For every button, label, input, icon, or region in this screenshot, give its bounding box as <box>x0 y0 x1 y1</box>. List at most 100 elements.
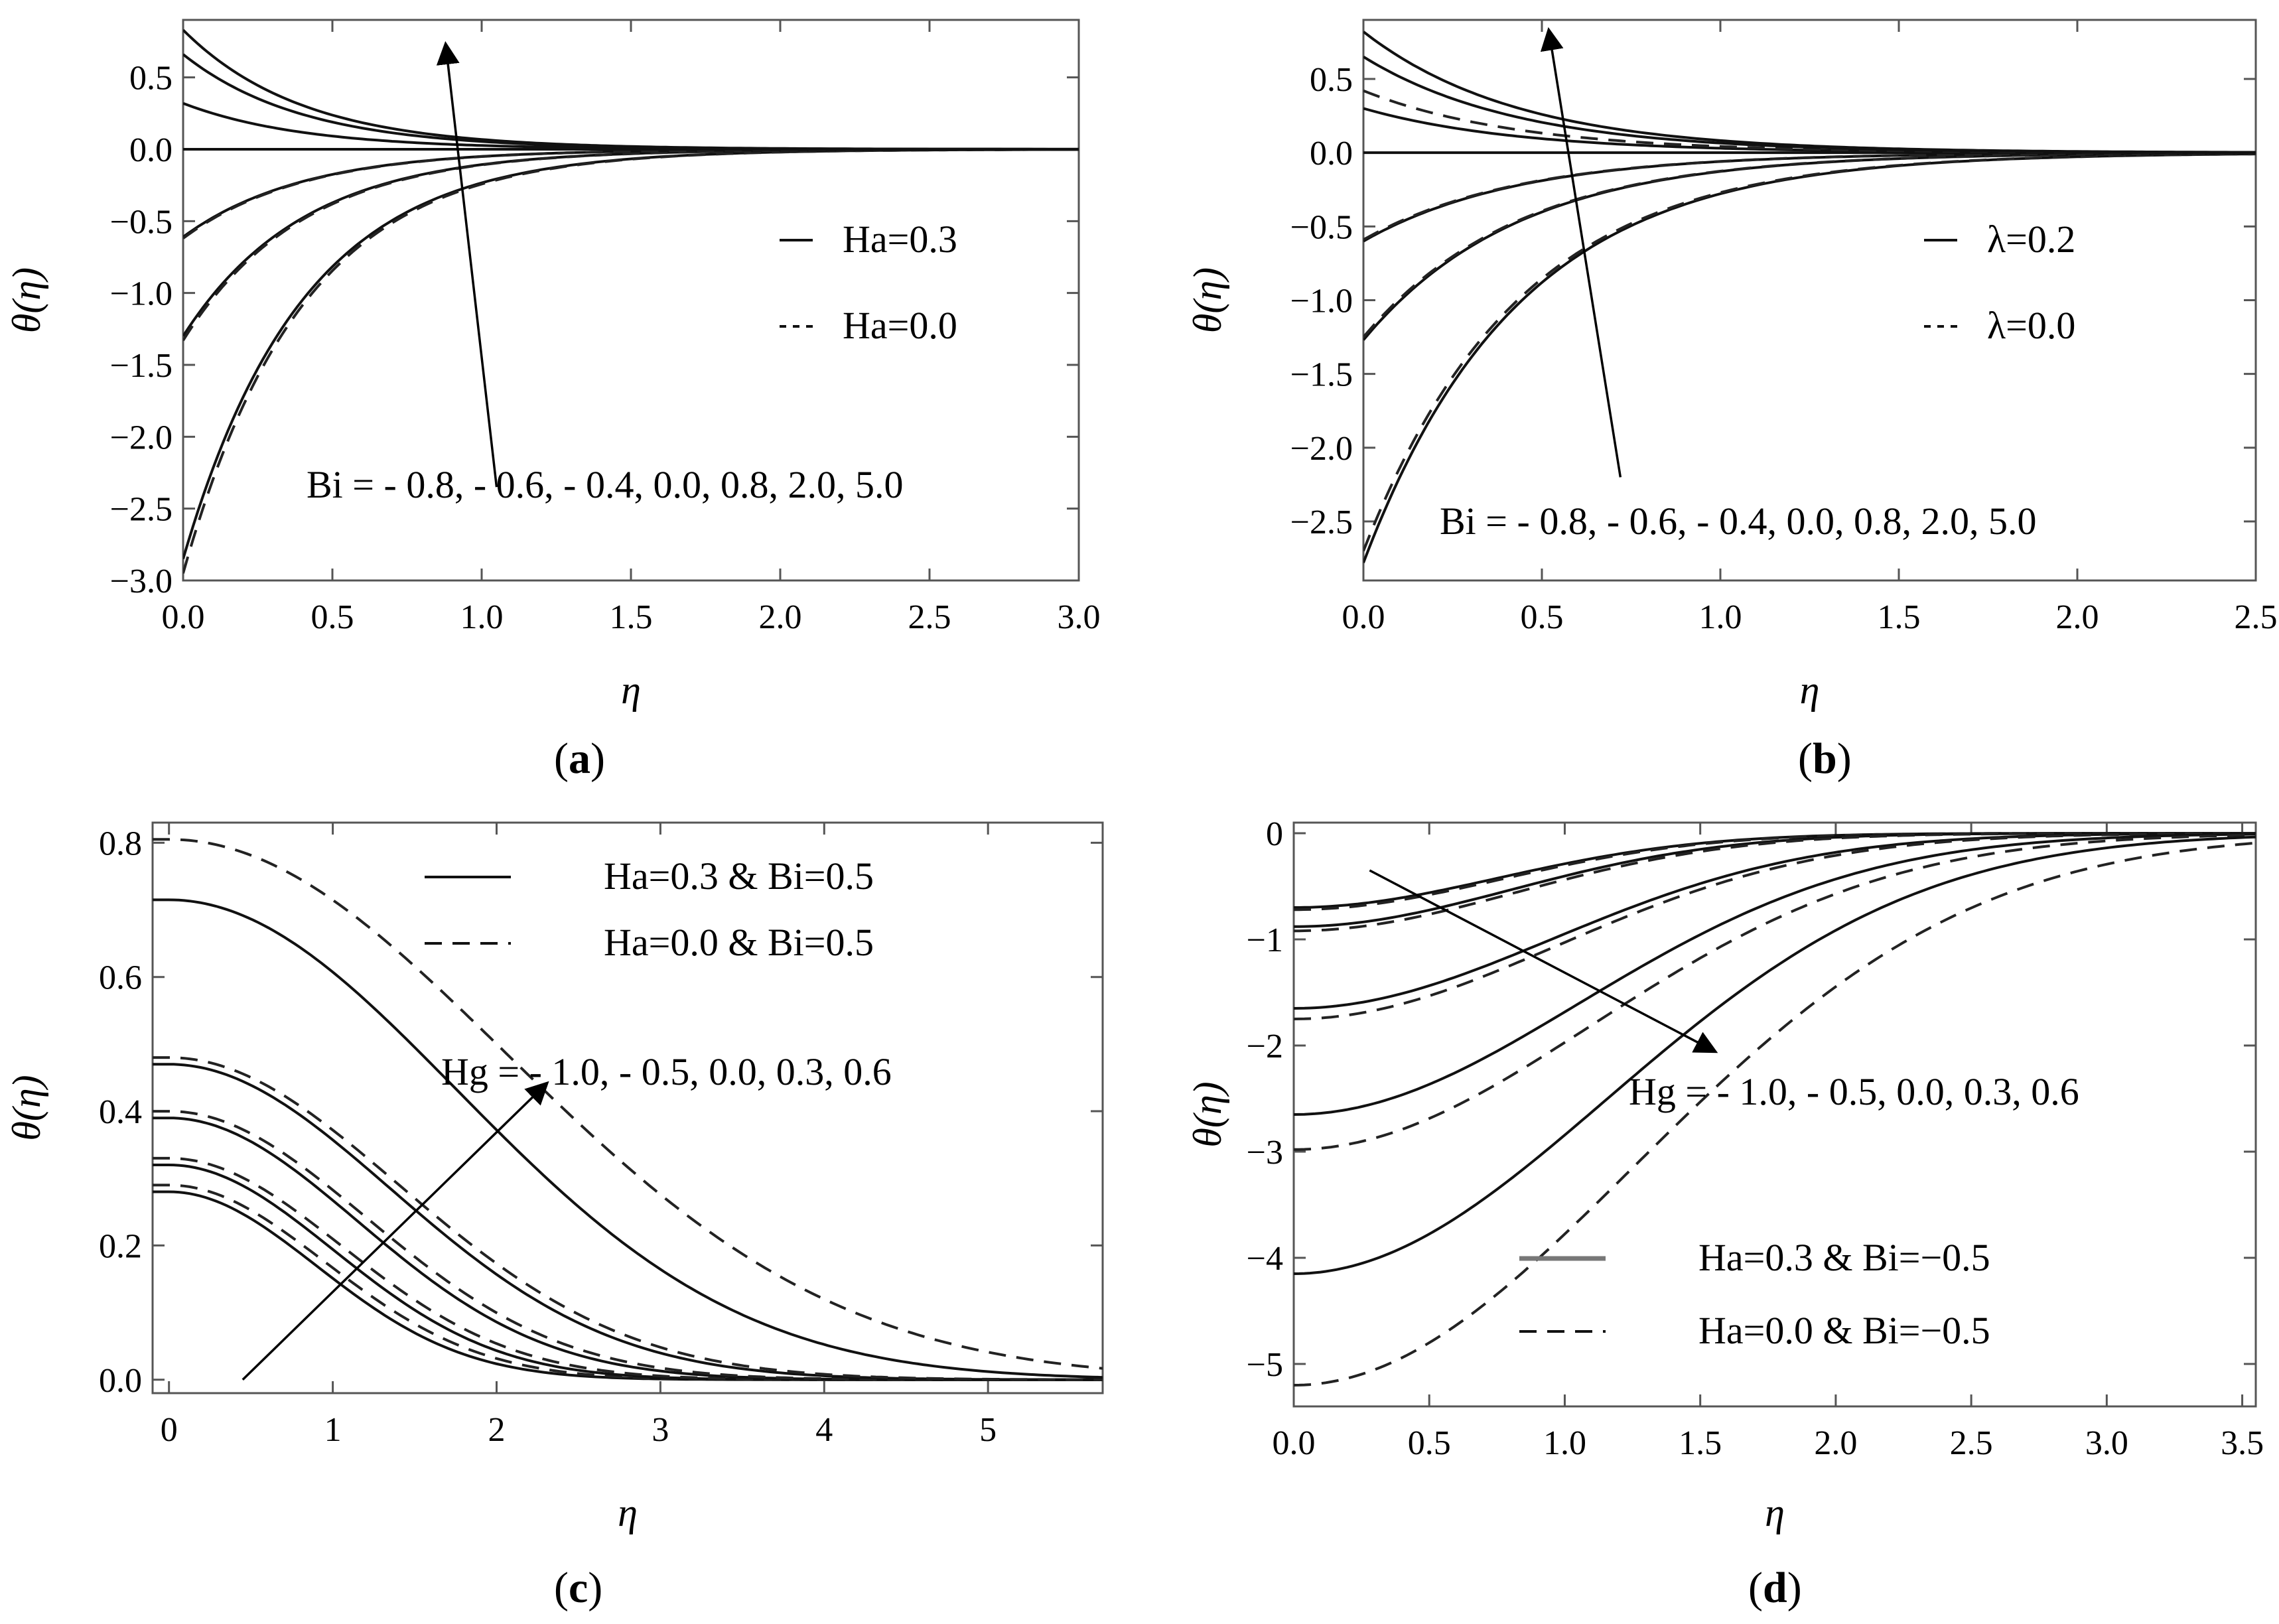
series-line <box>183 29 1079 151</box>
x-tick-label: 2.0 <box>759 598 802 636</box>
legend-label: λ=0.0 <box>1987 304 2075 347</box>
x-tick-label: 4 <box>815 1411 833 1449</box>
x-tick-label: 1.0 <box>460 598 504 636</box>
x-tick-label: 0 <box>161 1411 178 1449</box>
series-line <box>153 1156 1103 1381</box>
y-tick-label: −1 <box>1247 921 1283 959</box>
panel-caption: (b) <box>1798 734 1852 783</box>
y-tick-label: 0.8 <box>99 825 142 862</box>
series-line <box>1363 55 2256 154</box>
series-line <box>153 1164 1103 1381</box>
legend-label: Ha=0.3 & Bi=0.5 <box>604 854 874 898</box>
y-tick-label: −0.5 <box>110 203 173 241</box>
series-line <box>153 1184 1103 1381</box>
series-line <box>1363 89 2256 154</box>
legend-label: Ha=0.0 & Bi=−0.5 <box>1698 1309 1990 1352</box>
x-tick-label: 1.0 <box>1543 1424 1586 1462</box>
x-tick-label: 3.0 <box>1058 598 1101 636</box>
series-line <box>1294 841 2256 1387</box>
x-tick-label: 0.0 <box>1273 1424 1316 1462</box>
y-tick-label: −1.5 <box>110 347 173 385</box>
x-tick-label: 2.0 <box>1814 1424 1857 1462</box>
parameter-annotation: Bi = - 0.8, - 0.6, - 0.4, 0.0, 0.8, 2.0,… <box>307 463 903 506</box>
y-tick-label: 0 <box>1266 815 1283 853</box>
y-axis-label: θ(η) <box>1186 267 1229 333</box>
y-axis-label: θ(η) <box>5 1075 48 1140</box>
y-tick-label: 0.6 <box>99 959 142 997</box>
series-line <box>1294 833 2256 1151</box>
chart-panel-c: 0 1 2 3 4 5 0.8 0.6 0.4 0.2 0.0 Hg = - 1.0, - 0.5, … <box>5 821 1104 1612</box>
x-axis-label: η <box>1800 668 1820 712</box>
y-tick-label: 0.0 <box>129 131 173 169</box>
panel-caption: (a) <box>554 734 605 783</box>
x-tick-label: 0.5 <box>1408 1424 1451 1462</box>
series-group <box>1363 31 2256 564</box>
series-line <box>153 838 1103 1370</box>
panel-caption: (d) <box>1748 1564 1802 1612</box>
y-axis-label: θ(η) <box>1186 1081 1229 1147</box>
panel-caption: (c) <box>554 1564 602 1612</box>
legend-label: Ha=0.0 <box>843 304 957 347</box>
plot-frame <box>151 821 1104 1394</box>
x-tick-label: 1.5 <box>1679 1424 1722 1462</box>
x-tick-label: 0.5 <box>1521 598 1564 636</box>
parameter-annotation: Hg = - 1.0, - 0.5, 0.0, 0.3, 0.6 <box>441 1050 892 1093</box>
series-line <box>1363 151 2256 241</box>
x-tick-label: 1.5 <box>610 598 653 636</box>
x-tick-label: 1.5 <box>1878 598 1921 636</box>
series-line <box>1294 832 2256 1010</box>
x-tick-label: 5 <box>979 1411 997 1449</box>
x-tick-label: 0.5 <box>311 598 354 636</box>
y-axis-label: θ(η) <box>5 267 48 333</box>
series-line <box>153 1063 1103 1381</box>
y-tick-label: 0.0 <box>1310 135 1353 172</box>
legend-label: Ha=0.3 & Bi=−0.5 <box>1698 1236 1990 1279</box>
chart-panel-b: 0.0 0.5 1.0 1.5 2.0 2.5 0.5 0.0 −0.5 −1.0 −1.5 −2.0… <box>1186 19 2278 783</box>
y-tick-label: 0.5 <box>1310 61 1353 99</box>
x-tick-label: 0.0 <box>162 598 205 636</box>
y-tick-label: −4 <box>1247 1240 1283 1278</box>
series-group <box>1294 832 2256 1387</box>
series-group <box>153 838 1103 1381</box>
legend-label: Ha=0.3 <box>843 218 957 261</box>
x-tick-label: 1 <box>324 1411 342 1449</box>
series-line <box>153 1056 1103 1381</box>
y-tick-label: −1.0 <box>1290 283 1353 320</box>
y-tick-label: −1.0 <box>110 275 173 313</box>
parameter-annotation: Bi = - 0.8, - 0.6, - 0.4, 0.0, 0.8, 2.0,… <box>1440 500 2036 543</box>
series-line <box>1363 151 2256 243</box>
y-tick-label: −2.5 <box>110 491 173 529</box>
x-axis-label: η <box>618 1491 638 1534</box>
parameter-annotation: Hg = - 1.0, - 0.5, 0.0, 0.3, 0.6 <box>1629 1070 2079 1113</box>
x-tick-label: 2.5 <box>2235 598 2278 636</box>
trend-arrow <box>1369 869 1718 1053</box>
series-line <box>1363 31 2256 154</box>
legend-label: λ=0.2 <box>1987 218 2075 261</box>
series-line <box>1294 833 2256 1116</box>
x-tick-label: 3.0 <box>2085 1424 2128 1462</box>
series-line <box>1294 832 2256 1020</box>
trend-arrow <box>242 1081 549 1381</box>
y-tick-label: −2.0 <box>1290 430 1353 468</box>
x-tick-label: 1.0 <box>1699 598 1742 636</box>
series-line <box>153 898 1103 1379</box>
x-axis-label: η <box>1765 1491 1785 1534</box>
y-tick-label: −3.0 <box>110 563 173 600</box>
plot-frame <box>1362 19 2257 582</box>
y-tick-label: −3 <box>1247 1134 1283 1172</box>
x-tick-label: 3 <box>652 1411 669 1449</box>
series-line <box>1363 153 2256 552</box>
trend-arrow <box>436 41 498 488</box>
chart-panel-a: 0.0 0.5 1.0 1.5 2.0 2.5 3.0 0.5 0.0 −0.5 −1.0 −1.5 −… <box>5 19 1101 783</box>
y-tick-label: 0.0 <box>99 1362 142 1400</box>
y-tick-label: −5 <box>1247 1346 1283 1384</box>
x-tick-label: 2.0 <box>2056 598 2099 636</box>
series-line <box>1363 152 2256 338</box>
y-tick-label: −0.5 <box>1290 208 1353 246</box>
legend-label: Ha=0.0 & Bi=0.5 <box>604 921 874 964</box>
series-line <box>1294 832 2256 909</box>
series-line <box>183 148 1079 574</box>
series-line <box>1363 152 2256 341</box>
series-group <box>183 29 1079 574</box>
